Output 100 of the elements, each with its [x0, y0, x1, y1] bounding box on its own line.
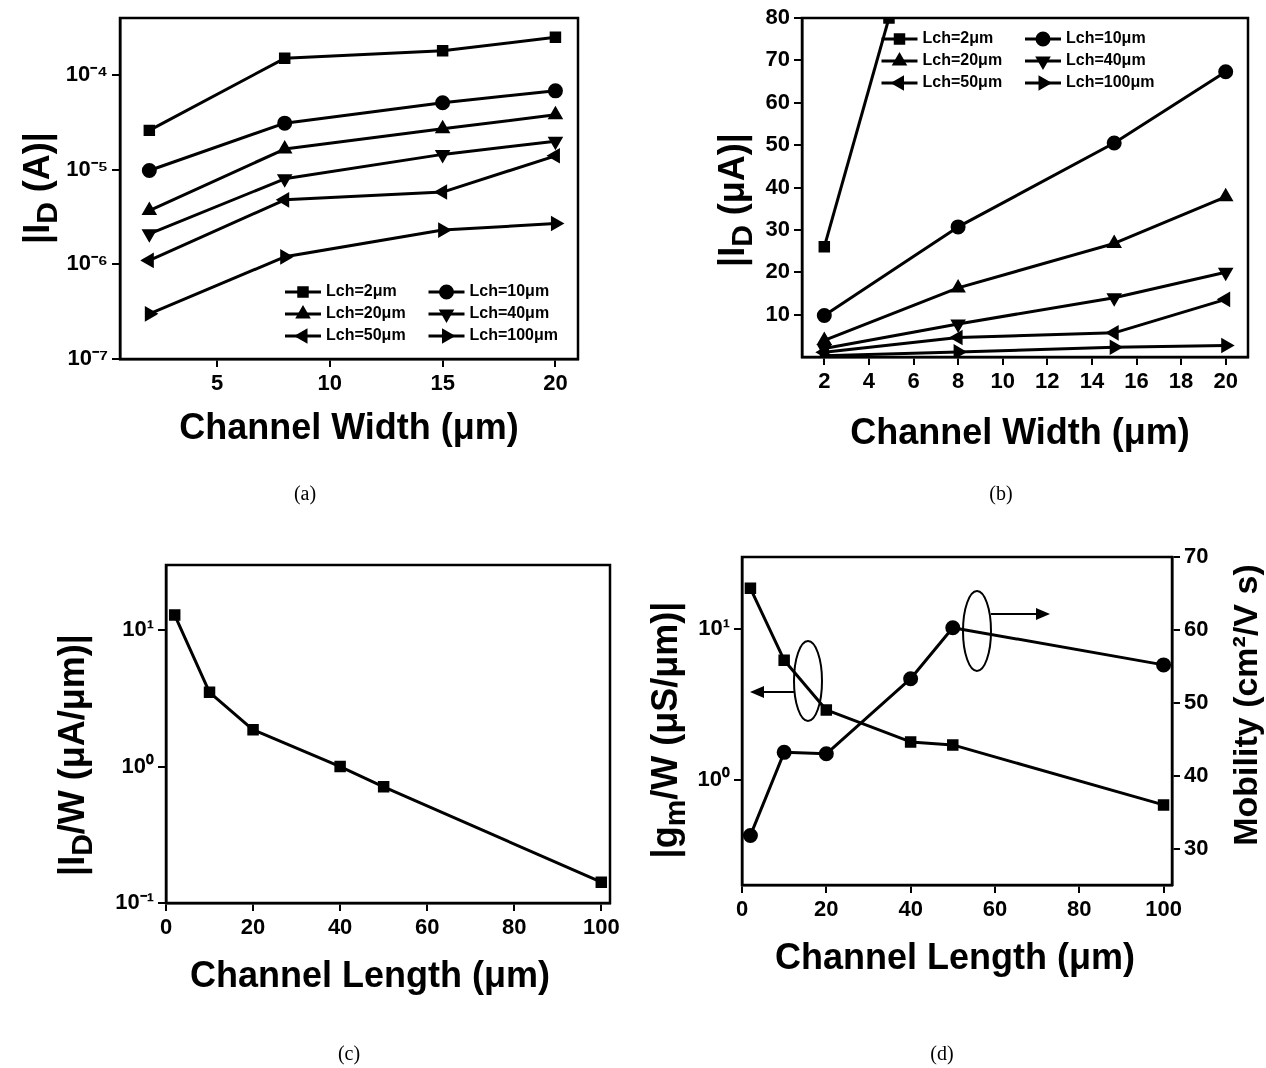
y-tick-label: 10¹	[122, 616, 154, 642]
x-tick-label: 6	[907, 368, 920, 394]
x-tick-label: 0	[735, 896, 749, 922]
point	[547, 149, 560, 163]
x-tick-label: 16	[1124, 368, 1149, 394]
point	[548, 107, 563, 120]
text: (b)	[989, 481, 1013, 505]
text: (d)	[930, 1041, 954, 1065]
point	[548, 136, 563, 149]
point	[280, 250, 293, 264]
point	[953, 345, 966, 357]
y-tick-label: 10⁻¹	[115, 889, 154, 915]
y-tick-label: 10⁻⁶	[66, 250, 108, 276]
point	[816, 307, 832, 323]
legend-label: Lch=20μm	[326, 304, 406, 322]
x-tick-label: 14	[1079, 368, 1105, 394]
point	[438, 223, 451, 237]
x-tick-label: 20	[543, 370, 568, 396]
x-tick-label: 20	[814, 896, 839, 922]
point	[550, 216, 563, 231]
point	[549, 31, 562, 44]
x-axis-title: Channel Width (μm)	[850, 411, 1190, 453]
point	[277, 193, 290, 207]
y-tick-label: 10⁰	[697, 765, 730, 791]
point	[1109, 340, 1122, 354]
x-axis-title: Channel Width (μm)	[179, 406, 519, 448]
y-tick-label: 10¹	[698, 614, 730, 640]
x-tick-label: 40	[327, 914, 353, 940]
point	[951, 319, 965, 332]
point	[141, 163, 157, 178]
point	[435, 149, 450, 162]
point	[436, 45, 449, 57]
legend-label: Lch=2μm	[326, 282, 397, 300]
point	[904, 736, 917, 748]
point	[1218, 64, 1234, 80]
x-axis-title: Channel Length (μm)	[775, 936, 1135, 978]
x-tick-label: 10	[990, 368, 1015, 394]
point	[278, 174, 292, 187]
x-tick-label: 80	[1067, 896, 1092, 922]
x-tick-label: 80	[501, 914, 527, 940]
y-tick-label: 10⁰	[121, 752, 154, 778]
y2-tick-label: 30	[1184, 834, 1209, 860]
point	[278, 52, 291, 65]
x-tick-label: 60	[982, 896, 1008, 922]
y-tick-label: 10⁻⁷	[67, 345, 108, 371]
x-tick-label: 60	[414, 914, 440, 940]
x-tick-label: 8	[951, 368, 965, 394]
point	[547, 83, 563, 99]
point	[435, 95, 451, 111]
point	[142, 203, 157, 216]
legend-label: Lch=100μm	[469, 326, 558, 344]
x-tick-label: 40	[898, 896, 923, 922]
point	[1219, 267, 1233, 280]
y2-tick-label: 40	[1184, 761, 1209, 787]
text: (a)	[293, 481, 317, 505]
y-tick-label: 40	[765, 173, 790, 199]
x-axis-title: Channel Length (μm)	[190, 954, 550, 996]
x-tick-label: 0	[159, 914, 173, 940]
point	[141, 253, 154, 268]
point	[143, 124, 156, 137]
legend-label: Lch=2μm	[922, 29, 994, 47]
y-tick-label: 30	[765, 215, 790, 241]
x-tick-label: 2	[818, 368, 831, 394]
point	[435, 121, 450, 134]
point	[247, 724, 259, 736]
legend-label: Lch=40μm	[1066, 51, 1146, 69]
point	[951, 280, 965, 293]
x-tick-label: 15	[430, 370, 455, 396]
point	[1106, 326, 1119, 340]
x-tick-label: 100	[582, 914, 620, 940]
legend-label: Lch=50μm	[326, 326, 406, 344]
point	[595, 876, 608, 888]
legend-label: Lch=10μm	[1066, 29, 1146, 47]
y-tick-label: 20	[765, 258, 790, 284]
x-tick-label: 10	[317, 370, 343, 396]
point	[168, 609, 181, 621]
point	[142, 229, 157, 242]
legend-label: Lch=10μm	[469, 282, 550, 300]
point	[950, 219, 966, 235]
point	[277, 115, 293, 131]
x-tick-label: 100	[1145, 896, 1182, 922]
point	[778, 654, 790, 666]
point	[1221, 338, 1234, 353]
x-tick-label: 20	[1213, 368, 1238, 394]
point	[1218, 292, 1231, 307]
point	[1106, 135, 1122, 151]
legend-label: Lch=50μm	[922, 73, 1003, 91]
y-tick-label: 10⁻⁴	[65, 61, 108, 87]
text: (c)	[337, 1041, 361, 1065]
point	[1107, 235, 1121, 248]
y-tick-label: 50	[765, 131, 790, 157]
point	[435, 185, 448, 199]
point	[1219, 189, 1233, 202]
legend-label: Lch=20μm	[922, 51, 1003, 69]
y-tick-label: 60	[765, 88, 790, 114]
x-tick-label: 5	[210, 370, 224, 396]
point	[744, 582, 757, 595]
y2-tick-label: 50	[1184, 688, 1209, 714]
point	[203, 686, 216, 699]
point	[1157, 799, 1170, 811]
